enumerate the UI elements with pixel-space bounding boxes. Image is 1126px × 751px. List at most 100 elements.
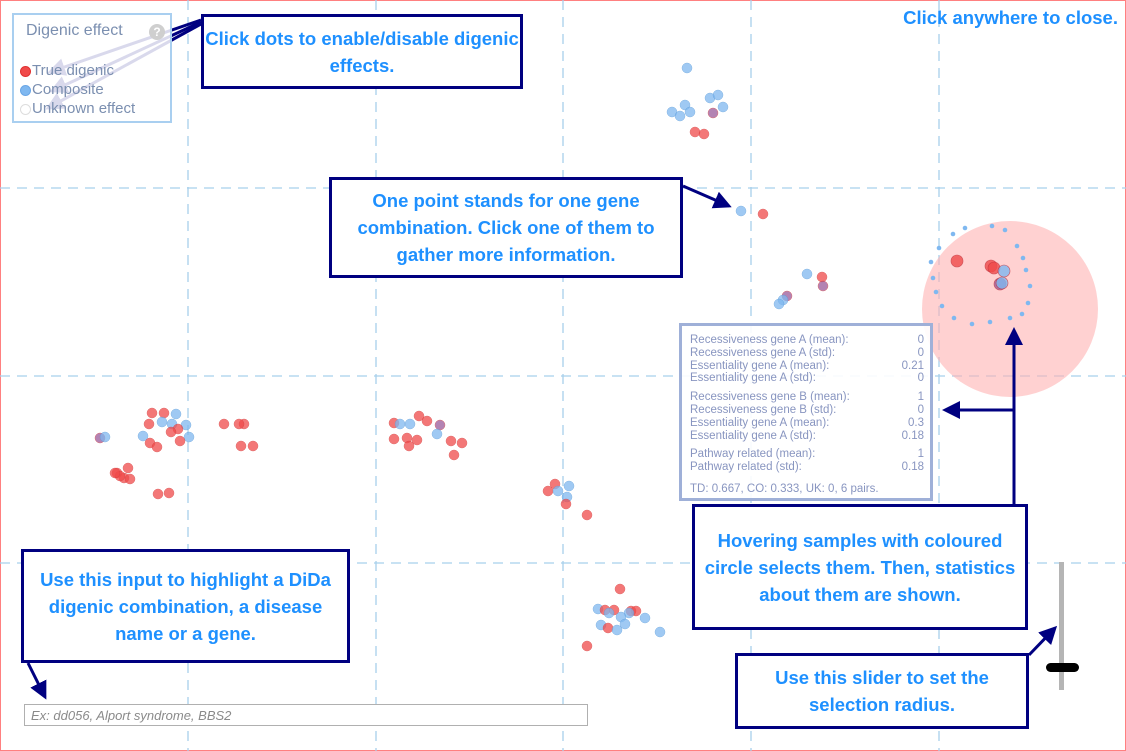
radius-slider-handle[interactable] bbox=[1046, 663, 1079, 672]
gene-combination-point[interactable] bbox=[413, 410, 425, 422]
gene-combination-point[interactable] bbox=[639, 612, 651, 624]
gene-combination-point[interactable] bbox=[183, 431, 195, 443]
gene-combination-point[interactable] bbox=[137, 430, 149, 442]
true-digenic-dot-icon[interactable] bbox=[20, 66, 31, 77]
gene-combination-point[interactable] bbox=[735, 205, 747, 217]
gene-combination-point[interactable] bbox=[156, 416, 168, 428]
gene-combination-point[interactable] bbox=[434, 419, 446, 431]
selected-point[interactable] bbox=[995, 276, 1009, 290]
gene-combination-point[interactable] bbox=[542, 485, 554, 497]
selection-ring-dot bbox=[1019, 311, 1025, 317]
gene-combination-point[interactable] bbox=[158, 407, 170, 419]
gene-combination-point[interactable] bbox=[581, 509, 593, 521]
legend-item-composite[interactable]: Composite bbox=[20, 81, 104, 98]
gene-combination-point[interactable] bbox=[124, 473, 136, 485]
gene-combination-point[interactable] bbox=[654, 626, 666, 638]
gene-combination-point[interactable] bbox=[456, 437, 468, 449]
callout-text: One point stands for one gene combinatio… bbox=[357, 190, 655, 265]
gene-combination-point[interactable] bbox=[614, 583, 626, 595]
stats-row: Essentiality gene A (mean): 0.21 bbox=[690, 360, 924, 373]
gene-combination-point[interactable] bbox=[388, 433, 400, 445]
gene-combination-point[interactable] bbox=[146, 407, 158, 419]
gene-combination-point[interactable] bbox=[563, 480, 575, 492]
gene-combination-point[interactable] bbox=[421, 415, 433, 427]
stats-value: 0.3 bbox=[908, 416, 924, 429]
highlight-search-input[interactable] bbox=[24, 704, 588, 726]
gene-combination-point[interactable] bbox=[109, 467, 121, 479]
selected-point[interactable] bbox=[997, 264, 1011, 278]
radius-slider-track[interactable] bbox=[1059, 562, 1064, 690]
stats-value: 0.18 bbox=[901, 429, 924, 442]
gene-combination-point[interactable] bbox=[233, 418, 245, 430]
callout-text: Click dots to enable/disable digenic eff… bbox=[205, 27, 519, 76]
selection-ring-dot bbox=[1014, 243, 1020, 249]
legend-item-true-digenic[interactable]: True digenic bbox=[20, 62, 114, 79]
gene-combination-point[interactable] bbox=[552, 485, 564, 497]
gene-combination-point[interactable] bbox=[681, 62, 693, 74]
gene-combination-point[interactable] bbox=[218, 418, 230, 430]
gene-combination-point[interactable] bbox=[431, 428, 443, 440]
gene-combination-point[interactable] bbox=[404, 418, 416, 430]
gene-combination-point[interactable] bbox=[707, 107, 719, 119]
stats-value: 0 bbox=[917, 334, 924, 346]
gene-combination-point[interactable] bbox=[717, 101, 729, 113]
close-hint[interactable]: Click anywhere to close. bbox=[903, 7, 1118, 28]
callout-text: Use this slider to set the selection rad… bbox=[775, 667, 989, 715]
gene-combination-point[interactable] bbox=[411, 434, 423, 446]
gene-combination-point[interactable] bbox=[684, 106, 696, 118]
gene-combination-point[interactable] bbox=[445, 435, 457, 447]
stats-row: Essentiality gene A (mean): 0.3 bbox=[690, 417, 924, 430]
selected-points[interactable] bbox=[928, 223, 1033, 327]
gene-combination-point[interactable] bbox=[170, 408, 182, 420]
gene-combination-point[interactable] bbox=[611, 624, 623, 636]
gene-combination-point[interactable] bbox=[712, 89, 724, 101]
selection-ring-dot bbox=[987, 319, 993, 325]
selected-point[interactable] bbox=[950, 254, 964, 268]
stats-label: Essentiality gene A (std): bbox=[690, 372, 816, 385]
gene-combination-point[interactable] bbox=[163, 487, 175, 499]
gene-combination-point[interactable] bbox=[801, 268, 813, 280]
gene-combination-point[interactable] bbox=[165, 426, 177, 438]
composite-dot-icon[interactable] bbox=[20, 85, 31, 96]
gene-combination-point[interactable] bbox=[602, 622, 614, 634]
selection-ring-dot bbox=[933, 289, 939, 295]
gene-combination-point[interactable] bbox=[235, 440, 247, 452]
gene-combination-point[interactable] bbox=[698, 128, 710, 140]
help-icon[interactable]: ? bbox=[149, 24, 165, 40]
gene-combination-points[interactable] bbox=[94, 62, 829, 652]
selection-ring-dot bbox=[951, 315, 957, 321]
gene-combination-point[interactable] bbox=[773, 298, 785, 310]
gene-combination-point[interactable] bbox=[674, 110, 686, 122]
stats-row: Recessiveness gene A (std): 0 bbox=[690, 347, 924, 360]
gene-combination-point[interactable] bbox=[403, 440, 415, 452]
stats-label: Essentiality gene A (mean): bbox=[690, 416, 830, 429]
selection-ring-dot bbox=[930, 275, 936, 281]
slider-hint-callout: Use this slider to set the selection rad… bbox=[735, 653, 1029, 729]
gene-combination-point[interactable] bbox=[122, 462, 134, 474]
gene-combination-point[interactable] bbox=[757, 208, 769, 220]
gene-combination-point[interactable] bbox=[143, 418, 155, 430]
gene-combination-point[interactable] bbox=[152, 488, 164, 500]
gene-combination-point[interactable] bbox=[448, 449, 460, 461]
gene-combination-point[interactable] bbox=[619, 618, 631, 630]
gene-combination-point[interactable] bbox=[151, 441, 163, 453]
selection-circle[interactable] bbox=[922, 221, 1098, 397]
gene-combination-point[interactable] bbox=[174, 435, 186, 447]
gene-combination-point[interactable] bbox=[581, 640, 593, 652]
selection-ring-dot bbox=[1027, 283, 1033, 289]
legend-item-unknown-effect[interactable]: Unknown effect bbox=[20, 100, 136, 117]
gene-combination-point[interactable] bbox=[817, 280, 829, 292]
gene-combination-point[interactable] bbox=[394, 418, 406, 430]
gene-combination-point[interactable] bbox=[816, 271, 828, 283]
gene-combination-point[interactable] bbox=[247, 440, 259, 452]
legend-label: Unknown effect bbox=[32, 100, 136, 117]
arrow-to-slider bbox=[1027, 625, 1058, 657]
unknown-effect-dot-icon[interactable] bbox=[20, 104, 31, 115]
stats-label: Essentiality gene A (std): bbox=[690, 429, 816, 442]
gene-combination-point[interactable] bbox=[603, 607, 615, 619]
selection-ring-dot bbox=[939, 303, 945, 309]
stats-label: Recessiveness gene B (mean): bbox=[690, 391, 850, 404]
gene-combination-point[interactable] bbox=[99, 431, 111, 443]
gene-combination-point[interactable] bbox=[689, 126, 701, 138]
gene-combination-point[interactable] bbox=[560, 498, 572, 510]
